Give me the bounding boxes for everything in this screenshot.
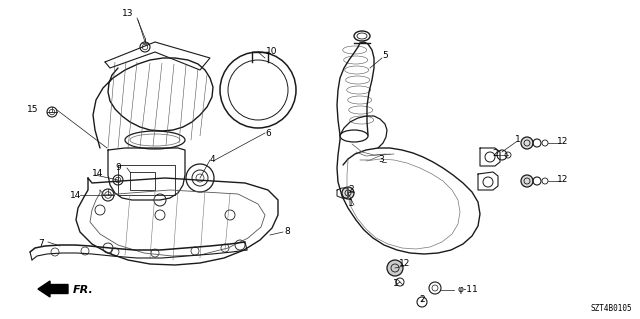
Text: 1: 1: [515, 136, 521, 145]
Text: 14: 14: [70, 191, 82, 201]
Text: 12: 12: [557, 174, 569, 183]
Text: 8: 8: [284, 227, 290, 236]
Text: 13: 13: [122, 10, 134, 19]
Text: SZT4B0105: SZT4B0105: [590, 304, 632, 313]
Text: 10: 10: [266, 48, 278, 56]
Text: 14: 14: [92, 168, 104, 177]
Text: 4: 4: [209, 155, 215, 165]
Text: 1: 1: [393, 278, 399, 287]
Circle shape: [521, 175, 533, 187]
Text: 12: 12: [557, 137, 569, 145]
Text: 12: 12: [399, 259, 411, 269]
Text: FR.: FR.: [73, 285, 93, 295]
Text: 5: 5: [382, 50, 388, 60]
FancyArrow shape: [38, 281, 68, 297]
Text: 1: 1: [348, 199, 354, 209]
Text: 7: 7: [38, 239, 44, 248]
Circle shape: [342, 187, 354, 199]
Text: 2: 2: [348, 186, 354, 195]
Text: 9: 9: [115, 164, 121, 173]
Circle shape: [521, 137, 533, 149]
Text: 6: 6: [265, 129, 271, 137]
Text: 2: 2: [419, 295, 425, 305]
Text: 15: 15: [28, 106, 39, 115]
Text: 2: 2: [492, 149, 498, 158]
Text: 3: 3: [378, 155, 384, 165]
Text: φ-11: φ-11: [458, 286, 479, 294]
Circle shape: [387, 260, 403, 276]
